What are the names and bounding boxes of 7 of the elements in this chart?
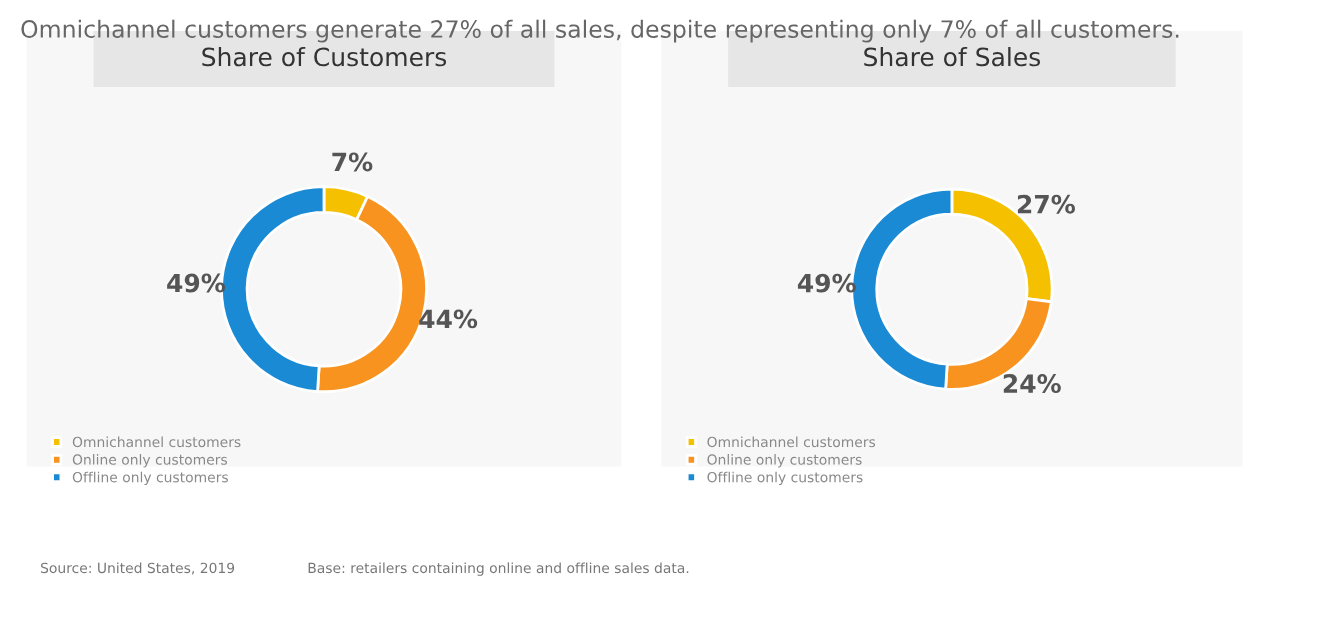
text: Omnichannel customers generate 27% of all sales, despite representing only 7% of all customers. — [21, 19, 1179, 43]
data-label: 24% — [1003, 374, 1061, 393]
chart-title: Share of Sales — [864, 46, 1041, 67]
data-label: 7% — [332, 152, 373, 172]
chart-title: Share of Customers — [202, 46, 447, 67]
data-label: 27% — [1017, 194, 1075, 214]
data-label: 44% — [419, 309, 478, 329]
